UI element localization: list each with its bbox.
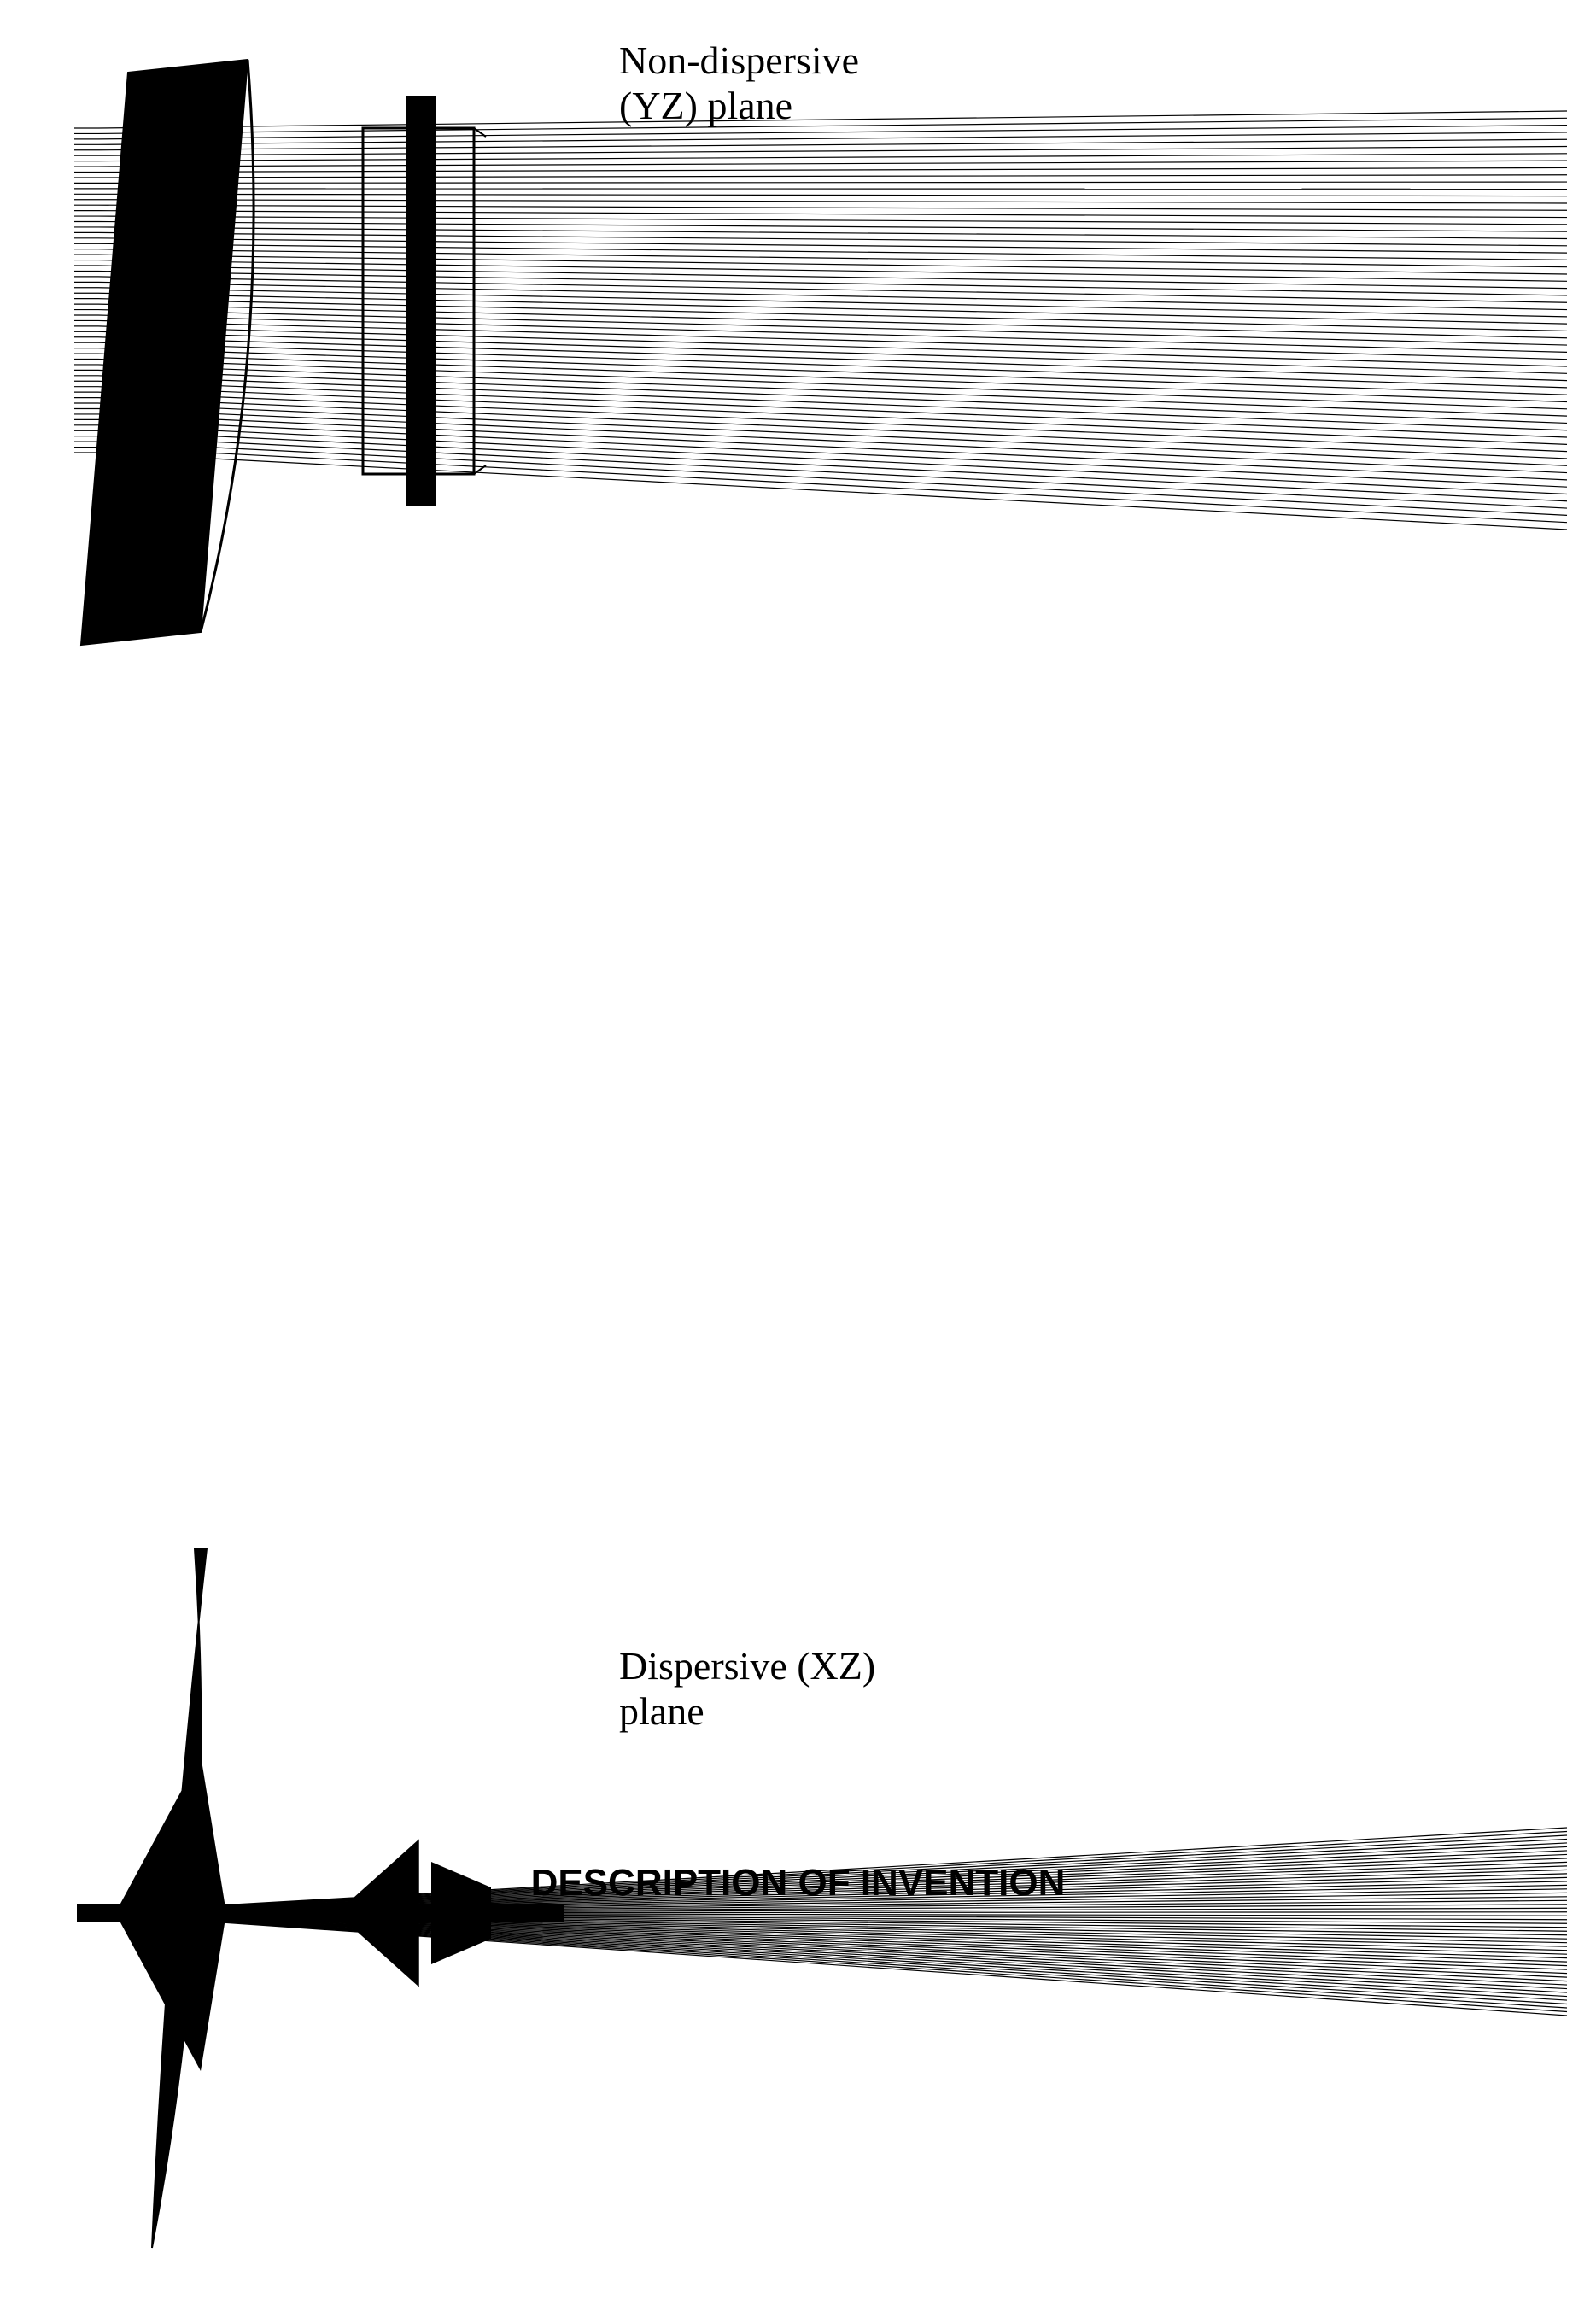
top-diagram-container: Non-dispersive (YZ) plane [0, 0, 1596, 683]
top-label: Non-dispersive (YZ) plane [619, 38, 859, 129]
page: Non-dispersive (YZ) plane Dispersive (XZ… [0, 0, 1596, 2104]
section-heading: DESCRIPTION OF INVENTION [0, 1862, 1596, 1905]
bottom-label: Dispersive (XZ) plane [619, 1644, 875, 1735]
